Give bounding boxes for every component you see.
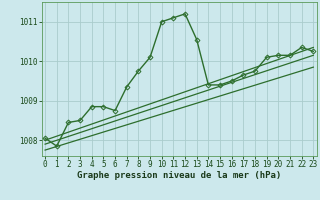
X-axis label: Graphe pression niveau de la mer (hPa): Graphe pression niveau de la mer (hPa) <box>77 171 281 180</box>
